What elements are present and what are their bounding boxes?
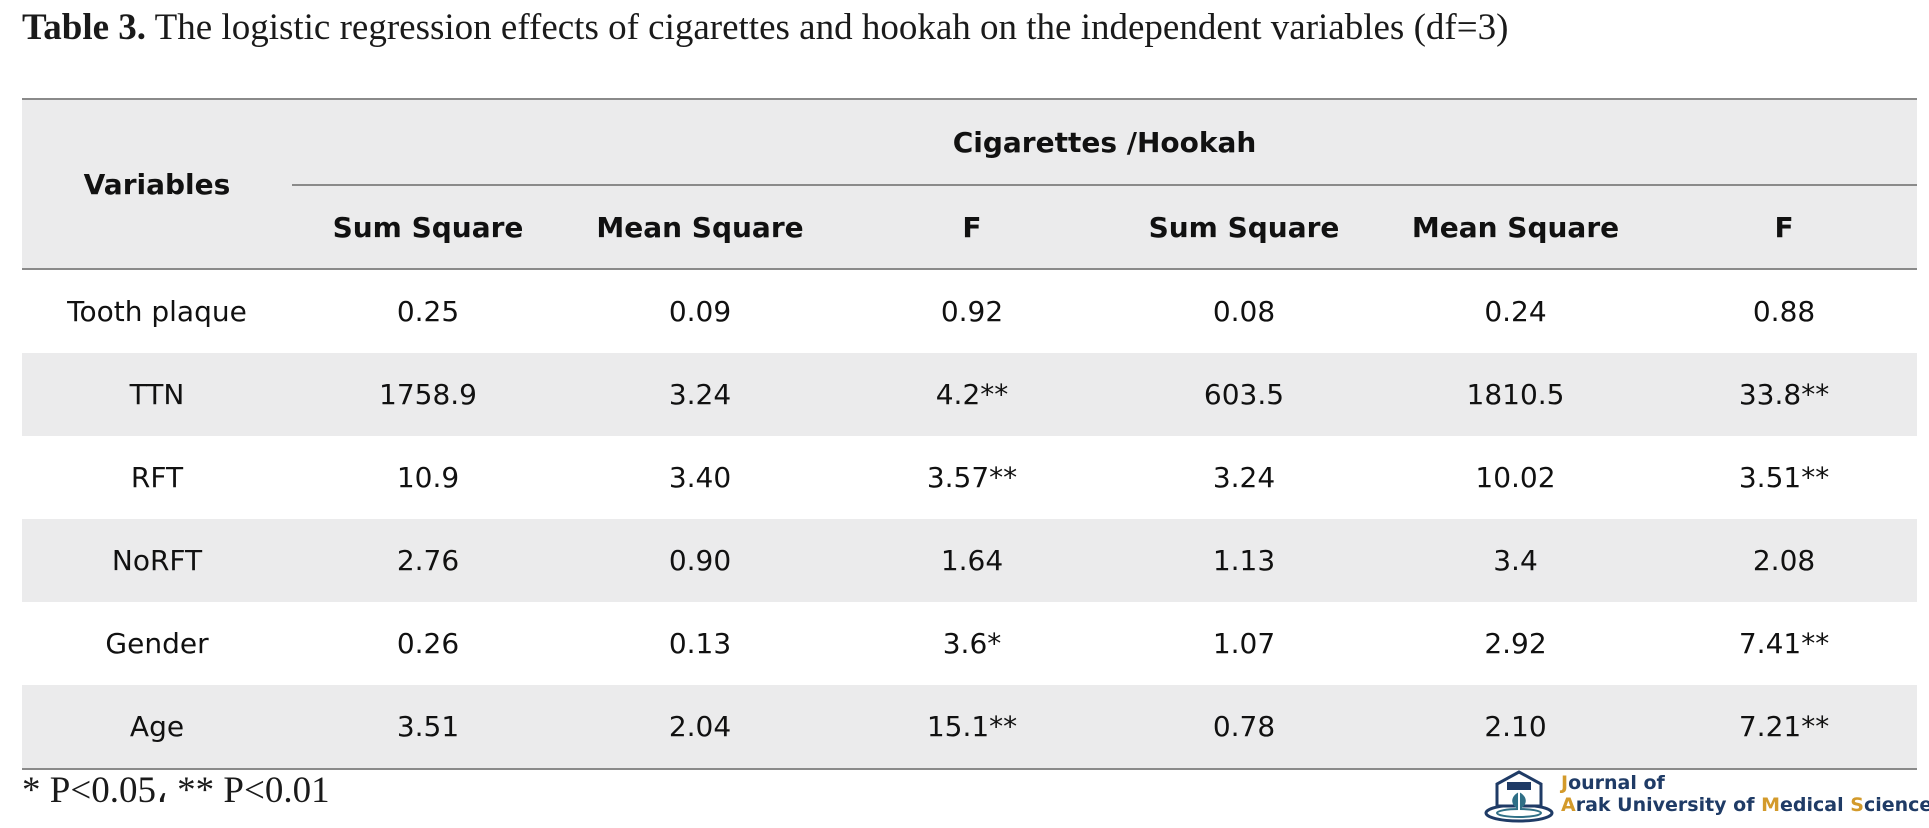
journal-name-initial: S bbox=[1850, 794, 1864, 816]
journal-name-part: edical bbox=[1780, 794, 1850, 816]
table-cell: 1758.9 bbox=[292, 353, 564, 436]
table-cell: 4.2** bbox=[836, 353, 1108, 436]
journal-name: Journal of Arak University of Medical Sc… bbox=[1561, 772, 1929, 816]
table-cell: 1.07 bbox=[1108, 602, 1380, 685]
table-cell: 0.78 bbox=[1108, 685, 1380, 769]
journal-emblem-icon bbox=[1483, 766, 1555, 826]
subheader: Mean Square bbox=[1380, 185, 1651, 269]
table-cell: 7.21** bbox=[1651, 685, 1917, 769]
table-row: Gender 0.26 0.13 3.6* 1.07 2.92 7.41** bbox=[22, 602, 1917, 685]
table-cell: 0.25 bbox=[292, 269, 564, 353]
table-cell: 0.88 bbox=[1651, 269, 1917, 353]
table-cell: 2.92 bbox=[1380, 602, 1651, 685]
subheader: Sum Square bbox=[1108, 185, 1380, 269]
table-cell: 3.40 bbox=[564, 436, 836, 519]
table-row: NoRFT 2.76 0.90 1.64 1.13 3.4 2.08 bbox=[22, 519, 1917, 602]
table-cell: 3.24 bbox=[564, 353, 836, 436]
table-header: Variables Cigarettes /Hookah Sum Square … bbox=[22, 99, 1917, 269]
results-table: Variables Cigarettes /Hookah Sum Square … bbox=[22, 98, 1917, 770]
table-cell: 0.92 bbox=[836, 269, 1108, 353]
table-cell: 0.13 bbox=[564, 602, 836, 685]
subheader: Sum Square bbox=[292, 185, 564, 269]
table-cell: 0.09 bbox=[564, 269, 836, 353]
table-cell: 3.6* bbox=[836, 602, 1108, 685]
subheader: F bbox=[1651, 185, 1917, 269]
journal-name-initial: A bbox=[1561, 794, 1576, 816]
journal-logo: Journal of Arak University of Medical Sc… bbox=[1483, 766, 1923, 826]
row-variable: Tooth plaque bbox=[22, 269, 292, 353]
row-variable: Age bbox=[22, 685, 292, 769]
journal-name-line1: ournal of bbox=[1568, 772, 1665, 794]
table-cell: 0.24 bbox=[1380, 269, 1651, 353]
table-cell: 15.1** bbox=[836, 685, 1108, 769]
table-cell: 0.26 bbox=[292, 602, 564, 685]
table-cell: 3.51 bbox=[292, 685, 564, 769]
table-cell: 3.57** bbox=[836, 436, 1108, 519]
caption-label: Table 3. bbox=[22, 7, 146, 48]
table-cell: 1.64 bbox=[836, 519, 1108, 602]
table-cell: 0.08 bbox=[1108, 269, 1380, 353]
table-caption: Table 3. The logistic regression effects… bbox=[22, 6, 1508, 49]
journal-name-part: ciences bbox=[1864, 794, 1929, 816]
table-cell: 33.8** bbox=[1651, 353, 1917, 436]
variables-header: Variables bbox=[22, 99, 292, 269]
table-cell: 2.04 bbox=[564, 685, 836, 769]
table-cell: 1810.5 bbox=[1380, 353, 1651, 436]
table-row: Age 3.51 2.04 15.1** 0.78 2.10 7.21** bbox=[22, 685, 1917, 769]
table-cell: 3.4 bbox=[1380, 519, 1651, 602]
row-variable: Gender bbox=[22, 602, 292, 685]
subheader: F bbox=[836, 185, 1108, 269]
table-cell: 3.51** bbox=[1651, 436, 1917, 519]
table-cell: 10.9 bbox=[292, 436, 564, 519]
table-cell: 3.24 bbox=[1108, 436, 1380, 519]
row-variable: NoRFT bbox=[22, 519, 292, 602]
table-cell: 2.08 bbox=[1651, 519, 1917, 602]
table-cell: 7.41** bbox=[1651, 602, 1917, 685]
row-variable: RFT bbox=[22, 436, 292, 519]
table-cell: 2.10 bbox=[1380, 685, 1651, 769]
caption-text: The logistic regression effects of cigar… bbox=[146, 7, 1508, 48]
table-cell: 1.13 bbox=[1108, 519, 1380, 602]
table-row: TTN 1758.9 3.24 4.2** 603.5 1810.5 33.8*… bbox=[22, 353, 1917, 436]
table-cell: 10.02 bbox=[1380, 436, 1651, 519]
table-cell: 2.76 bbox=[292, 519, 564, 602]
journal-name-initial: M bbox=[1761, 794, 1780, 816]
journal-name-part: rak University of bbox=[1576, 794, 1761, 816]
significance-footnote: * P<0.05، ** P<0.01 bbox=[22, 768, 330, 812]
table-row: Tooth plaque 0.25 0.09 0.92 0.08 0.24 0.… bbox=[22, 269, 1917, 353]
table-cell: 603.5 bbox=[1108, 353, 1380, 436]
subheader: Mean Square bbox=[564, 185, 836, 269]
group-header: Cigarettes /Hookah bbox=[292, 99, 1917, 185]
table-cell: 0.90 bbox=[564, 519, 836, 602]
table-body: Tooth plaque 0.25 0.09 0.92 0.08 0.24 0.… bbox=[22, 269, 1917, 769]
table-row: RFT 10.9 3.40 3.57** 3.24 10.02 3.51** bbox=[22, 436, 1917, 519]
row-variable: TTN bbox=[22, 353, 292, 436]
